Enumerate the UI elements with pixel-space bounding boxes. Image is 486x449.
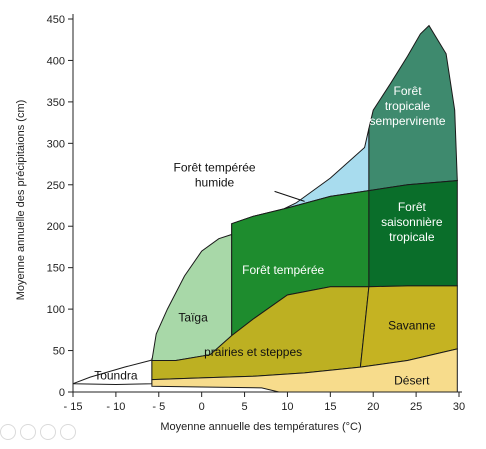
label-foret-tropicale-sempervirente-line-1: Forêt: [394, 84, 423, 98]
x-tick-label: 5: [241, 401, 247, 413]
label-toundra-line-1: Toundra: [94, 368, 138, 382]
callout-foret-temperee-humide: [275, 191, 305, 201]
y-tick-label: 400: [47, 55, 65, 67]
label-foret-tropicale-sempervirente-line-3: sempervirente: [370, 114, 446, 128]
y-axis-title: Moyenne annuelle des précipitaions (cm): [15, 100, 27, 301]
label-foret-temperee-humide-line-1: Forêt tempérée: [174, 160, 256, 174]
zoom-out-icon[interactable]: [20, 424, 36, 440]
y-tick-label: 50: [53, 346, 65, 358]
y-tick-label: 150: [47, 263, 65, 275]
x-tick-label: 15: [324, 401, 336, 413]
zoom-in-icon[interactable]: [0, 424, 16, 440]
x-tick-label: - 10: [106, 401, 125, 413]
label-desert-line-1: Désert: [394, 373, 430, 387]
label-foret-temperee-line-1: Forêt tempérée: [242, 263, 324, 277]
y-tick-label: 0: [59, 387, 65, 399]
region-taiga: [152, 235, 232, 361]
x-axis-title: Moyenne annuelle des températures (°C): [160, 421, 361, 433]
x-tick-label: 10: [281, 401, 293, 413]
y-tick-label: 250: [47, 180, 65, 192]
search-icon[interactable]: [40, 424, 56, 440]
x-tick-label: 0: [199, 401, 205, 413]
y-tick-label: 200: [47, 221, 65, 233]
y-tick-label: 450: [47, 14, 65, 26]
x-tick-label: 20: [367, 401, 379, 413]
label-prairies-et-steppes-line-1: prairies et steppes: [204, 345, 302, 359]
label-foret-temperee-humide-line-2: humide: [195, 175, 235, 189]
x-tick-label: 25: [410, 401, 422, 413]
label-foret-saisonniere-tropicale-line-3: tropicale: [389, 230, 435, 244]
label-savanne-line-1: Savanne: [388, 319, 436, 333]
y-tick-label: 100: [47, 304, 65, 316]
label-foret-tropicale-sempervirente-line-2: tropicale: [385, 99, 431, 113]
label-foret-saisonniere-tropicale-line-1: Forêt: [398, 200, 427, 214]
settings-icon[interactable]: [60, 424, 76, 440]
y-tick-label: 350: [47, 97, 65, 109]
label-taiga-line-1: Taïga: [178, 310, 208, 324]
y-tick-label: 300: [47, 138, 65, 150]
x-tick-label: - 15: [64, 401, 83, 413]
viewer-toolbar: [0, 424, 76, 446]
x-tick-label: 30: [453, 401, 465, 413]
label-foret-saisonniere-tropicale-line-2: saisonnière: [381, 215, 443, 229]
x-tick-label: - 5: [152, 401, 165, 413]
